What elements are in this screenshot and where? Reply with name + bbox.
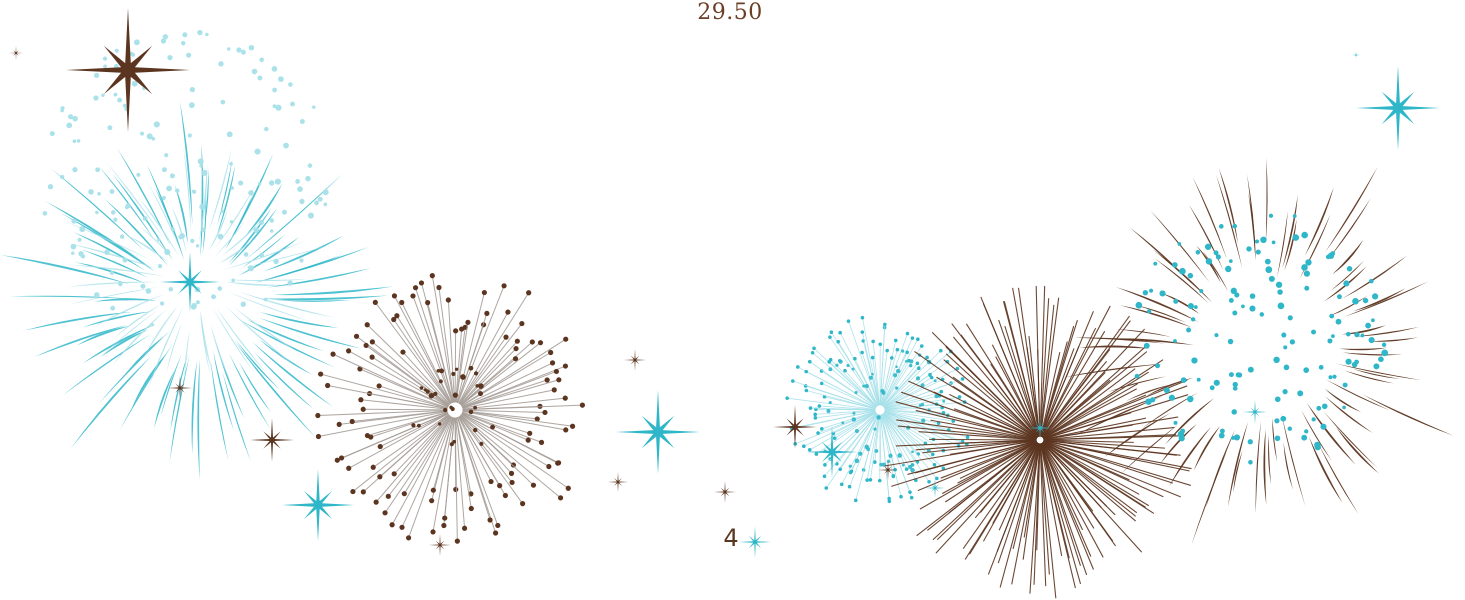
brown-sparkle-icon (773, 405, 817, 449)
brown-sparkle-icon (9, 46, 23, 60)
light-teal-dot-burst-left (42, 29, 329, 327)
teal-sparkle-icon (1356, 66, 1440, 150)
teal-sparkle-icon (806, 426, 858, 478)
teal-sparkle-icon (925, 478, 945, 498)
teal-sparkle-icon (160, 252, 220, 312)
teal-sparkle-icon (1352, 51, 1360, 59)
teal-sparkle-icon (616, 390, 700, 474)
page-number: 4 (723, 524, 739, 552)
brown-sparkle-icon (624, 349, 646, 371)
teal-sparkle-icon (282, 469, 354, 541)
teal-sparkle-icon (739, 526, 771, 558)
brown-sparkle-icon (878, 460, 898, 480)
brown-sparkle-icon (429, 534, 451, 556)
teal-sparkle-icon (1028, 416, 1052, 440)
teal-sparkle-icon (1243, 400, 1267, 424)
brown-line-burst (884, 285, 1192, 599)
price-label: 29.50 (697, 0, 763, 25)
brown-sparkle-icon (250, 418, 294, 462)
large-brown-sparkle-icon (66, 8, 190, 132)
brown-sparkle-icon (608, 472, 628, 492)
brown-grey-dandelion-burst (315, 273, 586, 544)
brown-sparkle-icon (168, 376, 192, 400)
brown-sparkle-icon (714, 481, 736, 503)
teal-fine-burst (785, 315, 970, 504)
brown-streak-teal-dot-burst-right (1063, 157, 1454, 546)
